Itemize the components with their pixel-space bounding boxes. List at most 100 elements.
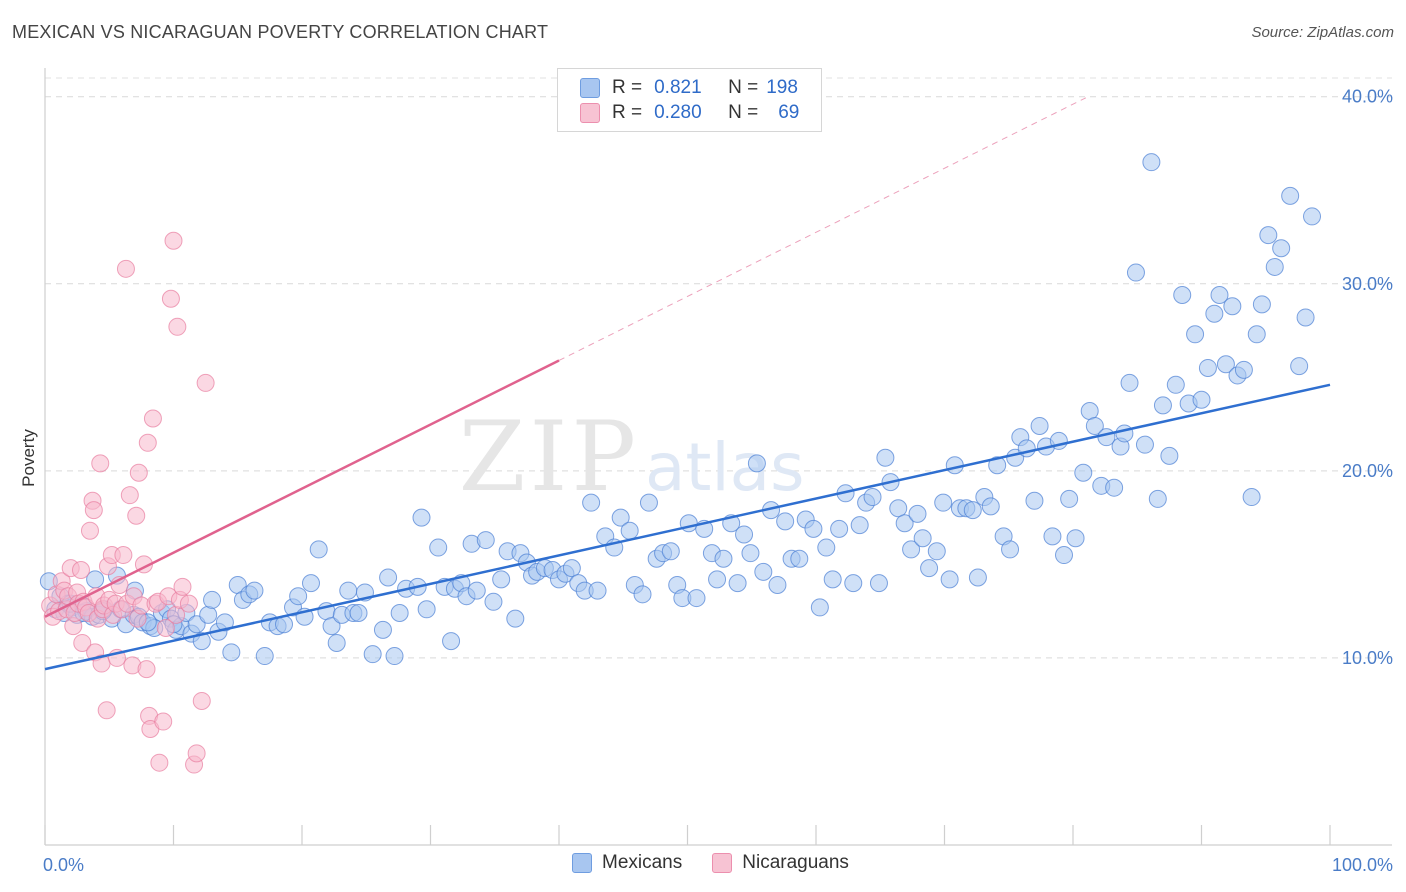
- point-mexicans: [741, 544, 760, 563]
- point-mexicans: [1166, 375, 1185, 394]
- point-mexicans: [902, 540, 921, 559]
- point-mexicans: [1265, 257, 1284, 276]
- point-mexicans: [1030, 416, 1049, 435]
- point-nicaraguans: [73, 633, 92, 652]
- legend-r-label: R =: [612, 77, 643, 98]
- point-mexicans: [1234, 360, 1253, 379]
- legend-swatch-mexicans: [580, 78, 600, 98]
- point-mexicans: [830, 519, 849, 538]
- point-mexicans: [1105, 478, 1124, 497]
- point-mexicans: [199, 605, 218, 624]
- point-mexicans: [222, 643, 241, 662]
- point-mexicans: [255, 647, 274, 666]
- point-mexicans: [869, 574, 888, 593]
- point-mexicans: [390, 604, 409, 623]
- point-mexicans: [1198, 358, 1217, 377]
- x-tick-label: 100.0%: [1332, 855, 1393, 875]
- series-legend-mexicans[interactable]: Mexicans: [572, 852, 682, 874]
- point-mexicans: [215, 613, 234, 632]
- point-mexicans: [776, 512, 795, 531]
- point-mexicans: [379, 568, 398, 587]
- point-mexicans: [988, 456, 1007, 475]
- tick-labels: 10.0% 20.0% 30.0% 40.0% 0.0% 100.0%: [43, 87, 1393, 875]
- point-nicaraguans: [192, 691, 211, 710]
- y-axis-label: Poverty: [19, 429, 38, 487]
- trend-lines: [44, 97, 1331, 671]
- point-mexicans: [768, 575, 787, 594]
- point-mexicans: [1259, 226, 1278, 245]
- point-nicaraguans: [80, 521, 99, 540]
- legend-row-mexicans: R = 0.821 N = 198: [580, 76, 798, 100]
- point-mexicans: [611, 508, 630, 527]
- point-nicaraguans: [71, 561, 90, 580]
- point-mexicans: [301, 574, 320, 593]
- legend-n-label: N =: [728, 102, 759, 123]
- point-mexicans: [1160, 446, 1179, 465]
- point-mexicans: [1025, 491, 1044, 510]
- series-label-mexicans: Mexicans: [602, 852, 683, 873]
- point-mexicans: [1173, 286, 1192, 305]
- point-mexicans: [913, 529, 932, 548]
- point-nicaraguans: [161, 289, 180, 308]
- point-mexicans: [1216, 355, 1235, 374]
- point-mexicans: [876, 448, 895, 467]
- point-mexicans: [442, 632, 461, 651]
- point-mexicans: [192, 632, 211, 651]
- point-mexicans: [1192, 390, 1211, 409]
- y-tick-label: 10.0%: [1342, 648, 1393, 668]
- source-label: Source: ZipAtlas.com: [1251, 24, 1394, 41]
- point-mexicans: [863, 488, 882, 507]
- point-nicaraguans: [116, 259, 135, 278]
- data-points: [39, 153, 1322, 774]
- point-mexicans: [817, 538, 836, 557]
- point-mexicans: [588, 581, 607, 600]
- point-mexicans: [1303, 207, 1322, 226]
- legend-r-label: R =: [612, 102, 643, 123]
- point-mexicans: [1001, 540, 1020, 559]
- point-mexicans: [895, 514, 914, 533]
- point-mexicans: [1296, 308, 1315, 327]
- point-mexicans: [1223, 297, 1242, 316]
- point-mexicans: [963, 501, 982, 520]
- legend-swatch-nicaraguans: [580, 103, 600, 123]
- point-mexicans: [1186, 325, 1205, 344]
- point-mexicans: [850, 516, 869, 535]
- point-mexicans: [1247, 325, 1266, 344]
- point-mexicans: [245, 581, 264, 600]
- legend-n-value: 198: [766, 77, 798, 98]
- point-nicaraguans: [168, 317, 187, 336]
- point-mexicans: [1252, 295, 1271, 314]
- point-nicaraguans: [173, 577, 192, 596]
- point-mexicans: [639, 493, 658, 512]
- point-mexicans: [927, 542, 946, 561]
- point-mexicans: [1055, 546, 1074, 565]
- point-mexicans: [1126, 263, 1145, 282]
- point-mexicans: [981, 497, 1000, 516]
- trend-line-nicaraguans: [44, 359, 560, 618]
- series-legend-nicaraguans[interactable]: Nicaraguans: [712, 852, 849, 874]
- point-mexicans: [1205, 304, 1224, 323]
- point-mexicans: [754, 562, 773, 581]
- point-mexicans: [934, 493, 953, 512]
- point-mexicans: [1043, 527, 1062, 546]
- point-mexicans: [747, 454, 766, 473]
- point-mexicans: [810, 598, 829, 617]
- point-mexicans: [1290, 357, 1309, 376]
- point-mexicans: [327, 633, 346, 652]
- point-mexicans: [1074, 463, 1093, 482]
- point-mexicans: [708, 570, 727, 589]
- series-swatch-mexicans: [572, 853, 592, 873]
- point-mexicans: [1085, 416, 1104, 435]
- watermark-zip: ZIP: [459, 401, 640, 513]
- point-mexicans: [940, 570, 959, 589]
- point-mexicans: [661, 542, 680, 561]
- point-nicaraguans: [187, 744, 206, 763]
- series-legend: Mexicans Nicaraguans: [572, 852, 879, 874]
- point-mexicans: [492, 570, 511, 589]
- point-mexicans: [582, 493, 601, 512]
- point-mexicans: [1242, 488, 1261, 507]
- legend-row-nicaraguans: R = 0.280 N = 69: [580, 101, 799, 125]
- point-mexicans: [633, 585, 652, 604]
- point-mexicans: [1153, 396, 1172, 415]
